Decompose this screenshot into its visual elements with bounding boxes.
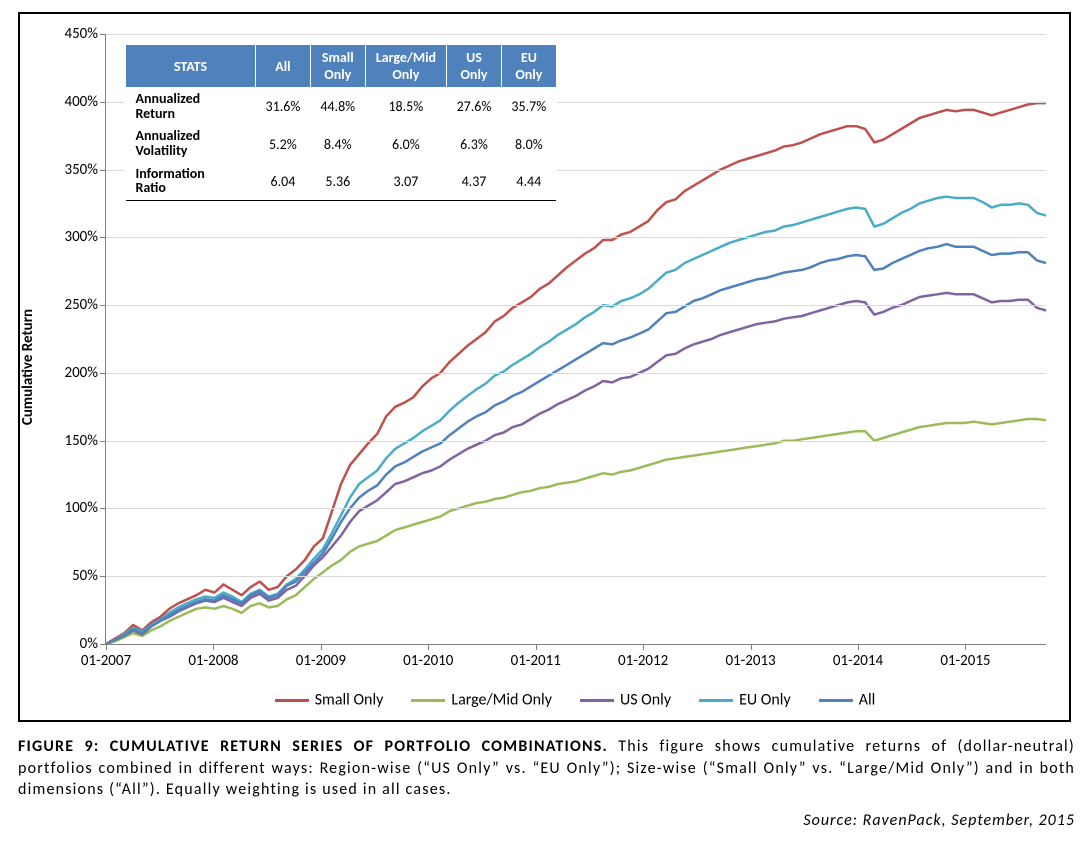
legend-swatch: [411, 699, 445, 702]
x-tick-label: 01-2012: [618, 644, 668, 670]
stats-cell: 6.0%: [365, 125, 446, 162]
series-line: [106, 419, 1046, 644]
stats-cell: 5.36: [310, 163, 365, 201]
legend-item: EU Only: [699, 690, 791, 710]
legend-label: Small Only: [315, 691, 384, 710]
stats-row-header: AnnualizedReturn: [126, 88, 256, 126]
stats-cell: 4.44: [501, 163, 556, 201]
stats-cell: 8.0%: [501, 125, 556, 162]
y-tick-label: 200%: [64, 364, 106, 382]
x-tick-label: 01-2014: [833, 644, 883, 670]
stats-row-header: InformationRatio: [126, 163, 256, 201]
x-tick-label: 01-2015: [940, 644, 990, 670]
stats-cell: 5.2%: [256, 125, 311, 162]
gridline: [106, 373, 1046, 374]
stats-cell: 3.07: [365, 163, 446, 201]
x-tick-label: 01-2009: [296, 644, 346, 670]
legend-label: EU Only: [739, 691, 791, 710]
y-tick-label: 300%: [64, 228, 106, 246]
legend-label: Large/Mid Only: [451, 691, 552, 710]
stats-cell: 4.37: [447, 163, 502, 201]
figure-caption-title: FIGURE 9: CUMULATIVE RETURN SERIES OF PO…: [18, 737, 608, 756]
legend-swatch: [699, 699, 733, 702]
legend: Small Only Large/Mid Only US Only EU Only Al…: [105, 690, 1045, 710]
stats-row-header: AnnualizedVolatility: [126, 125, 256, 162]
legend-swatch: [275, 699, 309, 702]
stats-cell: 35.7%: [501, 88, 556, 126]
legend-item: US Only: [580, 690, 671, 710]
x-tick-label: 01-2008: [188, 644, 238, 670]
legend-item: Small Only: [275, 690, 384, 710]
legend-swatch: [580, 699, 614, 702]
stats-cell: 31.6%: [256, 88, 311, 126]
gridline: [106, 237, 1046, 238]
gridline: [106, 508, 1046, 509]
x-tick-label: 01-2010: [403, 644, 453, 670]
stats-table: STATSAllSmallOnlyLarge/MidOnlyUSOnlyEUOn…: [125, 44, 557, 201]
stats-header-cell: Large/MidOnly: [365, 45, 446, 88]
stats-cell: 8.4%: [310, 125, 365, 162]
gridline: [106, 576, 1046, 577]
stats-header-cell: USOnly: [447, 45, 502, 88]
stats-header-cell: SmallOnly: [310, 45, 365, 88]
figure-container: Cumulative Return 0%50%100%150%200%250%3…: [0, 0, 1089, 848]
y-tick-label: 250%: [64, 296, 106, 314]
gridline: [106, 441, 1046, 442]
stats-header-cell: STATS: [126, 45, 256, 88]
y-axis-title: Cumulative Return: [19, 309, 37, 425]
stats-cell: 18.5%: [365, 88, 446, 126]
legend-label: All: [859, 691, 876, 710]
y-tick-label: 350%: [64, 161, 106, 179]
legend-item: All: [819, 690, 876, 710]
figure-caption: FIGURE 9: CUMULATIVE RETURN SERIES OF PO…: [18, 736, 1075, 801]
y-tick-label: 50%: [72, 567, 106, 585]
x-tick-label: 01-2011: [511, 644, 561, 670]
legend-item: Large/Mid Only: [411, 690, 552, 710]
stats-header-cell: EUOnly: [501, 45, 556, 88]
gridline: [106, 34, 1046, 35]
y-tick-label: 150%: [64, 432, 106, 450]
stats-cell: 44.8%: [310, 88, 365, 126]
stats-header-cell: All: [256, 45, 311, 88]
y-tick-label: 100%: [64, 499, 106, 517]
stats-cell: 6.3%: [447, 125, 502, 162]
legend-label: US Only: [620, 691, 671, 710]
x-tick-label: 01-2007: [81, 644, 131, 670]
legend-swatch: [819, 699, 853, 702]
stats-cell: 27.6%: [447, 88, 502, 126]
stats-cell: 6.04: [256, 163, 311, 201]
y-tick-label: 400%: [64, 93, 106, 111]
x-tick-label: 01-2013: [725, 644, 775, 670]
gridline: [106, 305, 1046, 306]
figure-source: Source: RavenPack, September, 2015: [18, 811, 1075, 830]
chart-frame: Cumulative Return 0%50%100%150%200%250%3…: [18, 12, 1071, 722]
y-tick-label: 450%: [64, 25, 106, 43]
